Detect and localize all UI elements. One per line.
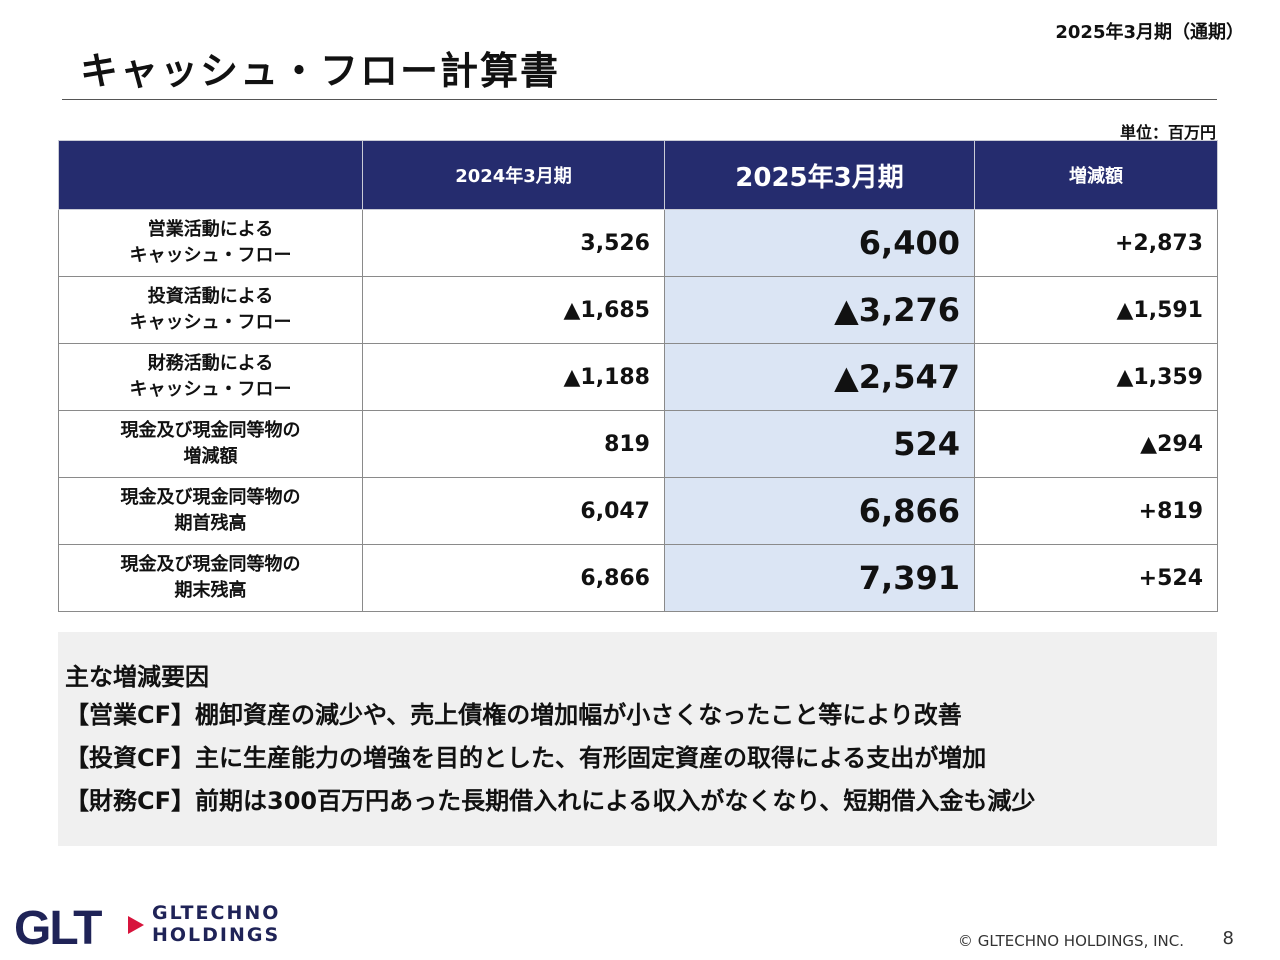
change-value: ▲294 (974, 410, 1218, 478)
prev-value: ▲1,188 (362, 343, 665, 411)
row-label: 現金及び現金同等物の 期首残高 (58, 477, 363, 545)
current-value: 7,391 (664, 544, 975, 612)
logo-text-line1: GLTECHNO (152, 902, 281, 924)
current-value: ▲3,276 (664, 276, 975, 344)
header-prev-year: 2024年3月期 (362, 140, 665, 210)
unit-label: 単位：百万円 (1119, 123, 1216, 142)
table-row: 投資活動による キャッシュ・フロー ▲1,685 ▲3,276 ▲1,591 (58, 276, 1218, 344)
title-divider (62, 99, 1217, 100)
header-label-col (58, 140, 363, 210)
company-logo: GLT GLTECHNO HOLDINGS (14, 898, 278, 952)
factors-title: 主な増減要因 (65, 663, 209, 691)
table-row: 財務活動による キャッシュ・フロー ▲1,188 ▲2,547 ▲1,359 (58, 343, 1218, 411)
factor-operating: 【営業CF】棚卸資産の減少や、売上債権の増加幅が小さくなったこと等により改善 (65, 701, 962, 729)
prev-value: 6,866 (362, 544, 665, 612)
header-change: 増減額 (974, 140, 1218, 210)
table-row: 営業活動による キャッシュ・フロー 3,526 6,400 +2,873 (58, 209, 1218, 277)
change-factors-box: 主な増減要因 【営業CF】棚卸資産の減少や、売上債権の増加幅が小さくなったこと等… (58, 632, 1217, 846)
svg-text:GLT: GLT (14, 902, 102, 952)
table-row: 現金及び現金同等物の 増減額 819 524 ▲294 (58, 410, 1218, 478)
row-label: 営業活動による キャッシュ・フロー (58, 209, 363, 277)
row-label: 現金及び現金同等物の 増減額 (58, 410, 363, 478)
prev-value: 3,526 (362, 209, 665, 277)
prev-value: 819 (362, 410, 665, 478)
prev-value: ▲1,685 (362, 276, 665, 344)
row-label: 財務活動による キャッシュ・フロー (58, 343, 363, 411)
glt-logo-icon: GLT (14, 902, 144, 952)
row-label: 投資活動による キャッシュ・フロー (58, 276, 363, 344)
cash-flow-table: 2024年3月期 2025年3月期 増減額 営業活動による キャッシュ・フロー 3… (58, 140, 1218, 612)
current-value: 6,866 (664, 477, 975, 545)
factor-financing: 【財務CF】前期は300百万円あった長期借入れによる収入がなくなり、短期借入金も… (65, 787, 1036, 815)
header-current-year: 2025年3月期 (664, 140, 975, 210)
change-value: +819 (974, 477, 1218, 545)
copyright: © GLTECHNO HOLDINGS, INC. (957, 932, 1184, 950)
logo-text-line2: HOLDINGS (152, 924, 281, 946)
period-tag: 2025年3月期（通期） (1055, 22, 1244, 43)
change-value: +524 (974, 544, 1218, 612)
page-title: キャッシュ・フロー計算書 (80, 49, 561, 93)
row-label: 現金及び現金同等物の 期末残高 (58, 544, 363, 612)
page-number: 8 (1222, 928, 1234, 949)
change-value: +2,873 (974, 209, 1218, 277)
change-value: ▲1,591 (974, 276, 1218, 344)
current-value: ▲2,547 (664, 343, 975, 411)
table-row: 現金及び現金同等物の 期末残高 6,866 7,391 +524 (58, 544, 1218, 612)
change-value: ▲1,359 (974, 343, 1218, 411)
table-row: 現金及び現金同等物の 期首残高 6,047 6,866 +819 (58, 477, 1218, 545)
current-value: 524 (664, 410, 975, 478)
factor-investing: 【投資CF】主に生産能力の増強を目的とした、有形固定資産の取得による支出が増加 (65, 744, 987, 772)
prev-value: 6,047 (362, 477, 665, 545)
table-header-row: 2024年3月期 2025年3月期 増減額 (58, 140, 1218, 210)
current-value: 6,400 (664, 209, 975, 277)
